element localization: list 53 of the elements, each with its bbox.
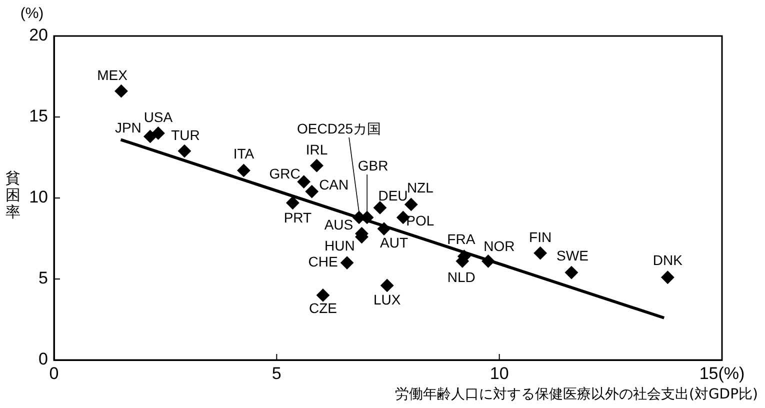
point <box>310 159 324 172</box>
data-label: NLD <box>447 269 476 286</box>
data-label: JPN <box>114 119 142 136</box>
data-label: NOR <box>484 238 515 254</box>
data-label: OECD25カ国 <box>297 120 382 136</box>
data-label: CAN <box>319 176 349 192</box>
x-tick-label: 10 <box>490 364 509 383</box>
y-axis-title: 貧困率 <box>4 169 22 221</box>
data-label: AUS <box>324 216 354 232</box>
y-tick-label: 0 <box>38 350 48 369</box>
point <box>316 288 330 302</box>
point <box>564 266 578 280</box>
data-label: USA <box>144 109 174 126</box>
point <box>178 144 191 158</box>
point <box>373 201 386 214</box>
data-label: DEU <box>378 188 408 204</box>
y-tick-label: 20 <box>29 26 48 45</box>
data-label: POL <box>406 212 434 228</box>
point <box>661 270 674 284</box>
data-label: SWE <box>556 247 588 264</box>
point <box>534 246 547 260</box>
data-label: NZL <box>406 179 434 196</box>
data-label: DNK <box>652 252 684 268</box>
x-tick-label: 15(%) <box>699 364 745 383</box>
point <box>340 256 354 270</box>
point <box>482 254 495 268</box>
text: (%) <box>20 5 44 22</box>
data-label: ITA <box>233 145 255 162</box>
data-label: FIN <box>529 228 552 245</box>
point <box>286 196 300 210</box>
point <box>380 278 394 292</box>
data-label: CHE <box>308 254 338 270</box>
data-label: GRC <box>269 166 300 182</box>
y-tick-label: 10 <box>29 188 48 207</box>
data-label: TUR <box>171 126 200 143</box>
x-tick-label: 5 <box>272 364 282 383</box>
point <box>305 185 318 198</box>
data-label: GBR <box>358 157 388 174</box>
point <box>114 84 128 98</box>
data-label: MEX <box>97 66 128 83</box>
data-label: IRL <box>306 141 328 158</box>
point <box>152 126 165 140</box>
data-label: LUX <box>373 291 402 308</box>
y-tick-label: 15 <box>29 106 48 126</box>
point <box>377 222 390 236</box>
data-label: CZE <box>308 300 337 316</box>
data-label: HUN <box>324 238 355 254</box>
y-tick-label: 5 <box>38 268 48 288</box>
x-axis-title: 労働年齢人口に対する保健医療以外の社会支出(対GDP比) <box>395 386 758 403</box>
data-label: PRT <box>284 210 312 226</box>
data-label: FRA <box>447 231 476 248</box>
point <box>237 164 250 177</box>
data-label: AUT <box>380 234 408 251</box>
